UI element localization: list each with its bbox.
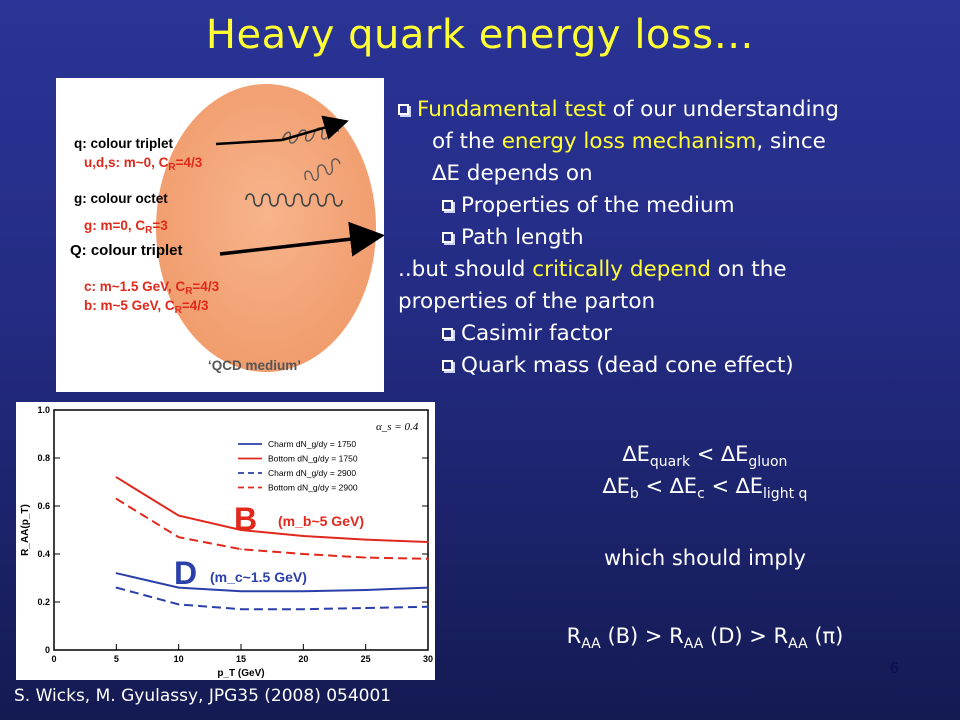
legend-label-1: Charm dN_g/dy = 1750: [268, 439, 356, 449]
data-point: [115, 498, 118, 500]
qcd-medium-figure: q: colour triplet u,d,s: m~0, CR=4/3 g: …: [56, 78, 384, 392]
data-point: [115, 476, 118, 478]
x-tick-label: 30: [423, 654, 433, 664]
data-point: [364, 538, 367, 541]
data-point: [302, 553, 305, 555]
big-label-d-detail: (m_c~1.5 GeV): [210, 569, 307, 585]
slide-title: Heavy quark energy loss…: [205, 12, 755, 58]
y-tick-label: 0.4: [37, 549, 50, 559]
gluon-radiation-curl-2: [304, 158, 341, 182]
sub-bullet-quark-mass: Quark mass (dead cone effect): [442, 350, 794, 382]
page-number: 6: [890, 660, 899, 677]
line-critically-depend: ..but should critically depend on the: [398, 257, 787, 282]
bottom-label: b: m~5 GeV, CR=4/3: [84, 298, 209, 316]
gluon-curl: [245, 193, 343, 207]
legend-label-4: Bottom dN_g/dy = 2900: [268, 483, 358, 493]
legend-label-3: Charm dN_g/dy = 2900: [268, 468, 356, 478]
medium-diagram: [156, 84, 384, 372]
citation: S. Wicks, M. Gyulassy, JPG35 (2008) 0540…: [14, 686, 392, 706]
legend-label-2: Bottom dN_g/dy = 1750: [268, 454, 358, 464]
data-point: [427, 558, 429, 560]
y-tick-label: 0.6: [37, 501, 50, 511]
data-point: [427, 541, 429, 543]
raa-chart: 0 0.2 0.4 0.6 0.8 1.0 0 5 10 15 20 25 30 p_T (GeV) R_A…: [16, 402, 435, 680]
data-point: [240, 548, 242, 550]
bullet-box-icon: [398, 104, 409, 115]
bullet-1-line-2: of the energy loss mechanism, since: [432, 129, 826, 154]
data-point: [427, 586, 429, 589]
data-point: [115, 586, 118, 589]
x-tick-label: 10: [174, 654, 184, 664]
data-point: [177, 536, 180, 538]
series-line-4: [115, 497, 429, 560]
data-point: [177, 514, 180, 517]
light-quark-arrow: [215, 138, 283, 146]
q-label: q: colour triplet: [74, 136, 173, 151]
sub-bullet-casimir: Casimir factor: [442, 318, 612, 350]
data-point: [302, 608, 305, 610]
x-axis-label: p_T (GeV): [217, 668, 264, 679]
data-point: [364, 556, 367, 559]
bullet-box-icon: [442, 328, 453, 339]
data-point: [115, 572, 118, 574]
relation-b-c-light: ∆Eb < ∆Ec < ∆Elight q: [602, 474, 808, 502]
y-tick-label: 0.2: [37, 597, 50, 607]
raa-chart-svg: 0 0.2 0.4 0.6 0.8 1.0 0 5 10 15 20 25 30 p_T (GeV) R_A…: [20, 405, 433, 679]
data-point: [427, 606, 429, 608]
big-label-b: B: [234, 501, 257, 537]
sub-bullet-medium: Properties of the medium: [442, 190, 735, 222]
x-tick-label: 0: [51, 654, 56, 664]
line-parton-properties: properties of the parton: [398, 289, 656, 314]
y-tick-label: 1.0: [37, 405, 50, 415]
bullet-1-line-1: Fundamental test of our understanding: [398, 94, 839, 126]
bullet-box-icon: [442, 232, 453, 243]
y-tick-label: 0.8: [37, 453, 50, 463]
heavy-quark-label: Q: colour triplet: [70, 242, 183, 259]
qcd-medium-label: ‘QCD medium’: [208, 358, 302, 373]
gluon-octet-label: g: colour octet: [74, 191, 168, 206]
imply-text: which should imply: [604, 546, 806, 570]
bullet-1-line-3: ∆E depends on: [432, 161, 593, 186]
data-point: [302, 535, 305, 537]
series-line-2: [115, 476, 429, 543]
uds-label: u,d,s: m~0, CR=4/3: [84, 155, 203, 173]
alpha-annotation: α_s = 0.4: [376, 421, 419, 433]
raa-ordering: RAA (B) > RAA (D) > RAA (π): [566, 624, 844, 652]
data-point: [177, 586, 180, 589]
qcd-medium-ellipse: [156, 84, 376, 372]
series-line-3: [116, 586, 429, 611]
data-point: [240, 608, 242, 610]
data-point: [240, 529, 242, 531]
big-label-d: D: [174, 555, 197, 591]
bullet-box-icon: [442, 200, 453, 211]
sub-bullet-path-length: Path length: [442, 222, 584, 254]
relation-quark-gluon: ∆Equark < ∆Egluon: [622, 442, 788, 470]
big-label-b-detail: (m_b~5 GeV): [278, 513, 364, 529]
series-line-1: [116, 572, 429, 593]
y-axis-label: R_AA(p_T): [20, 504, 31, 556]
x-tick-label: 5: [114, 654, 119, 664]
data-point: [364, 589, 367, 591]
data-point: [302, 590, 305, 592]
data-point: [240, 590, 242, 592]
charm-label: c: m~1.5 GeV, CR=4/3: [84, 279, 220, 297]
y-tick-label: 0: [45, 645, 50, 655]
data-point: [177, 603, 180, 606]
data-point: [364, 607, 367, 609]
heavy-quark-arrow: [219, 221, 384, 257]
x-tick-label: 15: [236, 654, 246, 664]
bullet-box-icon: [442, 360, 453, 371]
x-tick-label: 25: [361, 654, 371, 664]
x-tick-label: 20: [298, 654, 308, 664]
g-label: g: m=0, CR=3: [84, 218, 168, 236]
